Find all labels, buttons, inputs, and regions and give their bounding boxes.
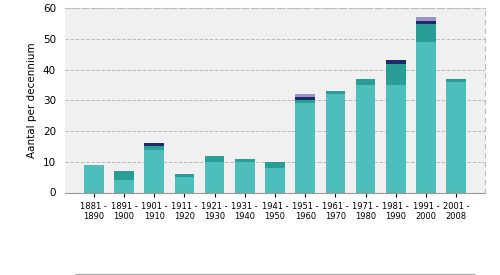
Bar: [296, 94, 315, 97]
Bar: [356, 79, 376, 85]
Bar: [416, 21, 436, 24]
Bar: [326, 94, 345, 192]
Bar: [296, 97, 315, 100]
Bar: [416, 42, 436, 192]
Bar: [265, 168, 285, 192]
Bar: [114, 171, 134, 180]
Bar: [296, 103, 315, 192]
Bar: [144, 150, 164, 192]
Bar: [416, 24, 436, 42]
Bar: [446, 82, 466, 192]
Bar: [235, 159, 255, 162]
Bar: [144, 146, 164, 150]
Bar: [356, 85, 376, 192]
Bar: [265, 162, 285, 168]
Bar: [296, 100, 315, 103]
Bar: [416, 17, 436, 21]
Bar: [205, 156, 225, 162]
Bar: [114, 180, 134, 192]
Legend: Hoge vloeden, Lage stormvloeden, Middelbare stormvloeden, Hoge stormvloeden: Hoge vloeden, Lage stormvloeden, Middelb…: [74, 274, 475, 275]
Bar: [235, 162, 255, 192]
Bar: [174, 174, 195, 177]
Bar: [174, 177, 195, 192]
Bar: [386, 64, 406, 85]
Y-axis label: Aantal per decennium: Aantal per decennium: [28, 43, 38, 158]
Bar: [84, 165, 103, 192]
Bar: [205, 162, 225, 192]
Bar: [326, 91, 345, 94]
Bar: [144, 143, 164, 146]
Bar: [386, 60, 406, 64]
Bar: [446, 79, 466, 82]
Bar: [386, 85, 406, 192]
